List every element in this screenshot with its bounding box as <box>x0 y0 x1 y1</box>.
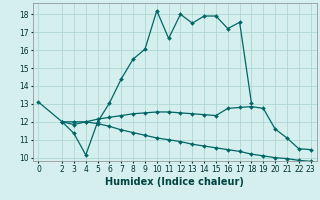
X-axis label: Humidex (Indice chaleur): Humidex (Indice chaleur) <box>105 177 244 187</box>
